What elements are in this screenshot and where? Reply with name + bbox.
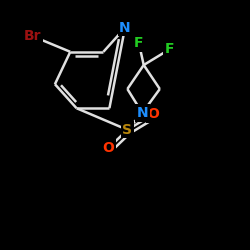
Text: F: F [165, 42, 174, 56]
Text: S: S [122, 123, 132, 137]
Text: F: F [134, 36, 144, 51]
Text: O: O [148, 107, 159, 121]
Text: O: O [103, 141, 115, 155]
Text: Br: Br [24, 29, 41, 43]
Text: N: N [136, 106, 148, 120]
Text: N: N [119, 21, 131, 35]
